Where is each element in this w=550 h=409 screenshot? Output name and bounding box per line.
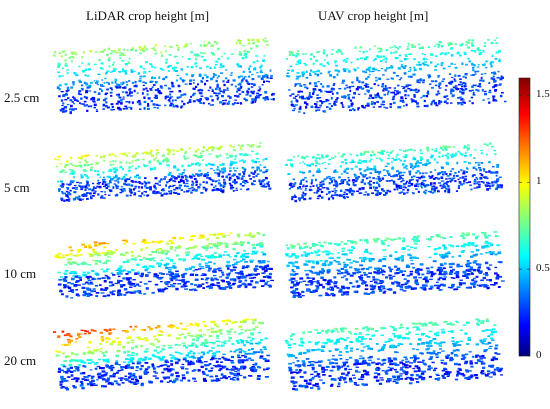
lidar-panel-2	[54, 232, 274, 299]
lidar-panel-1	[53, 142, 272, 202]
uav-panel-3	[284, 318, 504, 391]
colorbar-tick-label: 0	[536, 349, 542, 361]
uav-panel-1	[285, 142, 503, 203]
lidar-panel-3	[53, 318, 271, 391]
uav-panel-2	[285, 231, 505, 299]
lidar-panel-0	[53, 37, 275, 115]
colorbar-tick-label: 1	[536, 175, 542, 188]
row-label-2-5cm: 2.5 cm	[4, 90, 40, 105]
uav-panel-0	[285, 37, 507, 115]
colorbar	[518, 77, 531, 357]
colorbar-tick-label: 1.5	[536, 88, 550, 101]
row-label-10cm: 10 cm	[4, 266, 37, 281]
row-label-20cm: 20 cm	[4, 353, 37, 368]
row-label-5cm: 5 cm	[4, 180, 30, 195]
lidar-column-title: LiDAR crop height [m]	[86, 8, 210, 23]
colorbar-tick-label: 0.5	[536, 262, 550, 275]
uav-column-title: UAV crop height [m]	[318, 8, 429, 23]
